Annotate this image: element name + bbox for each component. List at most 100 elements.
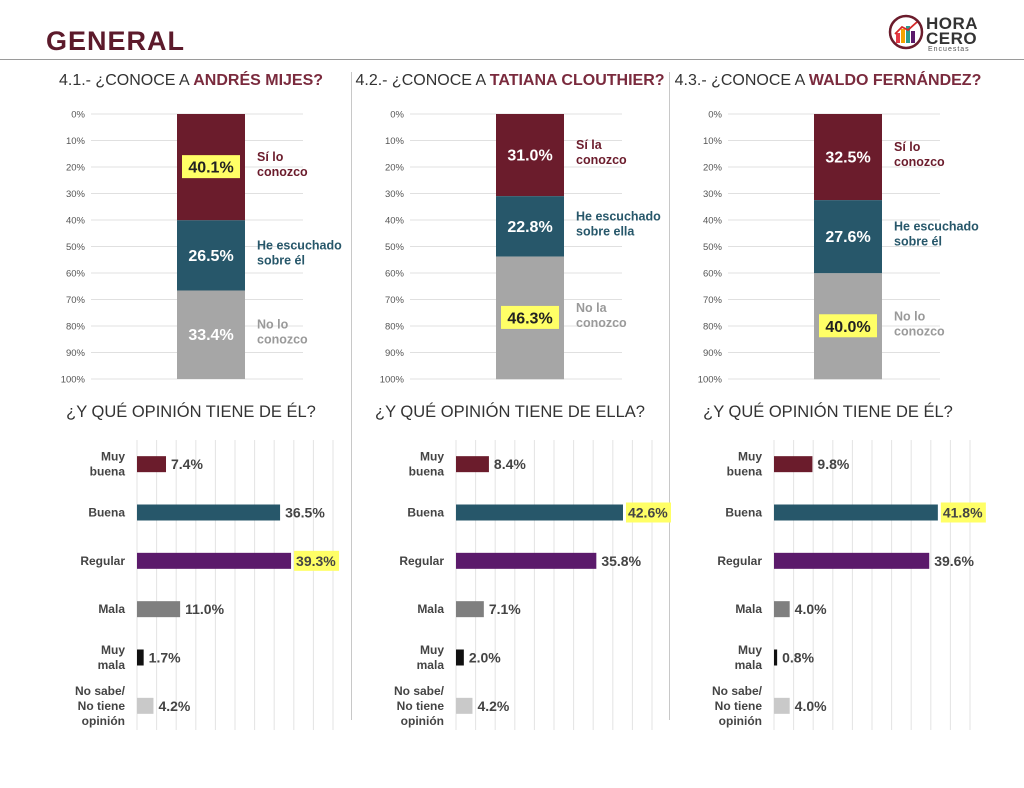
segment-category-label: conozco — [576, 316, 627, 330]
bar-value-label: 7.4% — [171, 456, 203, 472]
bar-value-label: 2.0% — [469, 650, 501, 666]
stack-segment — [496, 196, 564, 257]
segment-value-label: 40.0% — [825, 319, 870, 336]
segment-category-label: No la — [576, 301, 608, 315]
y-tick-label: 20% — [703, 163, 723, 174]
y-tick-label: 60% — [66, 269, 86, 280]
segment-category-label: conozco — [894, 155, 945, 169]
bar — [456, 504, 623, 521]
bar-value-label: 36.5% — [285, 505, 325, 521]
bar — [774, 456, 813, 473]
y-tick-label: 80% — [385, 322, 405, 333]
category-label: Muy — [738, 450, 762, 464]
awareness-stacked-bar-chart: 0% 10% 20% 30% 40% 50% 60% 70% 80% 90% 100% 40.1% Sí… — [61, 110, 342, 386]
category-label: No sabe/ — [394, 684, 445, 698]
segment-value-label: 26.5% — [188, 248, 233, 265]
category-label: No tiene — [78, 699, 126, 713]
bar — [456, 601, 484, 618]
bar-value-label: 41.8% — [943, 505, 983, 521]
segment-category-label: Sí lo — [257, 150, 284, 164]
value-highlight — [294, 550, 340, 571]
bar-value-label: 7.1% — [489, 601, 521, 617]
category-label: Mala — [735, 602, 762, 616]
category-label: mala — [735, 658, 763, 672]
bar-value-label: 9.8% — [817, 456, 849, 472]
segment-category-label: sobre él — [894, 235, 942, 249]
segment-category-label: Sí la — [576, 138, 603, 152]
logo-text-line2: CERO — [926, 29, 978, 48]
title-divider — [0, 59, 1024, 60]
category-label: Muy — [420, 643, 444, 657]
category-label: Muy — [420, 450, 444, 464]
category-label: Buena — [725, 506, 762, 520]
stack-segment — [814, 114, 882, 201]
awareness-stacked-bar-chart: 0% 10% 20% 30% 40% 50% 60% 70% 80% 90% 100% 32.5% Sí… — [698, 110, 979, 386]
bar — [774, 649, 778, 666]
value-highlight — [501, 305, 559, 329]
segment-category-label: conozco — [257, 165, 308, 179]
y-tick-label: 90% — [66, 348, 86, 359]
candidate-name: ANDRÉS MIJES? — [193, 72, 324, 89]
y-tick-label: 80% — [66, 322, 86, 333]
segment-value-label: 32.5% — [825, 150, 870, 167]
opinion-bar-chart: 8.4%Muybuena42.6%Buena35.8%Regular7.1%Ma… — [394, 440, 671, 730]
y-tick-label: 10% — [385, 136, 405, 147]
segment-category-label: Sí lo — [894, 140, 921, 154]
panel-waldo-fernandez: 4.3.- ¿CONOCE A WALDO FERNÁNDEZ? 0% 10% 20… — [670, 60, 986, 740]
category-label: mala — [98, 658, 126, 672]
panel-divider — [669, 72, 670, 720]
y-tick-label: 40% — [385, 216, 405, 227]
bar-value-label: 4.2% — [477, 698, 509, 714]
y-tick-label: 50% — [385, 242, 405, 253]
y-tick-label: 60% — [703, 269, 723, 280]
bar-value-label: 4.0% — [795, 698, 827, 714]
bar — [137, 504, 281, 521]
category-label: mala — [417, 658, 445, 672]
opinion-bar-chart: 9.8%Muybuena41.8%Buena39.6%Regular4.0%Ma… — [712, 440, 986, 730]
bar-value-label: 4.0% — [795, 601, 827, 617]
y-tick-label: 100% — [61, 375, 86, 386]
segment-category-label: conozco — [576, 153, 627, 167]
category-label: opinión — [82, 714, 125, 728]
y-tick-label: 20% — [385, 163, 405, 174]
y-tick-label: 60% — [385, 269, 405, 280]
y-tick-label: 90% — [703, 348, 723, 359]
category-label: Regular — [80, 554, 125, 568]
category-label: No sabe/ — [75, 684, 126, 698]
category-label: No tiene — [397, 699, 445, 713]
y-tick-label: 30% — [66, 189, 86, 200]
candidate-name: TATIANA CLOUTHIER? — [489, 72, 665, 89]
segment-category-label: He escuchado — [257, 238, 342, 252]
segment-value-label: 22.8% — [507, 219, 552, 236]
segment-category-label: He escuchado — [894, 220, 979, 234]
bar-value-label: 11.0% — [185, 601, 224, 617]
value-highlight — [819, 314, 877, 338]
bar — [774, 552, 930, 569]
opinion-title: ¿Y QUÉ OPINIÓN TIENE DE ÉL? — [66, 403, 316, 421]
y-tick-label: 0% — [71, 110, 85, 121]
opinion-bar-chart: 7.4%Muybuena36.5%Buena39.3%Regular11.0%M… — [75, 440, 340, 730]
question-prefix: 4.3.- ¿CONOCE A — [674, 72, 809, 89]
bar-value-label: 1.7% — [149, 650, 181, 666]
bar — [137, 649, 144, 666]
y-tick-label: 50% — [66, 242, 86, 253]
bar-value-label: 39.3% — [296, 553, 336, 569]
stack-segment — [496, 114, 564, 197]
page-title: GENERAL — [46, 26, 186, 56]
bar-value-label: 35.8% — [601, 553, 641, 569]
y-tick-label: 40% — [66, 216, 86, 227]
bar — [137, 456, 167, 473]
question-prefix: 4.1.- ¿CONOCE A — [58, 72, 194, 89]
stack-segment — [177, 220, 245, 291]
logo: HORA CERO Encuestas — [888, 14, 988, 56]
y-tick-label: 10% — [66, 136, 86, 147]
segment-category-label: He escuchado — [576, 209, 661, 223]
segment-value-label: 27.6% — [825, 229, 870, 246]
segment-category-label: No lo — [894, 309, 926, 323]
segment-category-label: No lo — [257, 318, 289, 332]
category-label: Muy — [738, 643, 762, 657]
y-tick-label: 0% — [708, 110, 722, 121]
category-label: Buena — [407, 506, 444, 520]
segment-value-label: 40.1% — [188, 160, 233, 177]
category-label: Buena — [88, 506, 125, 520]
